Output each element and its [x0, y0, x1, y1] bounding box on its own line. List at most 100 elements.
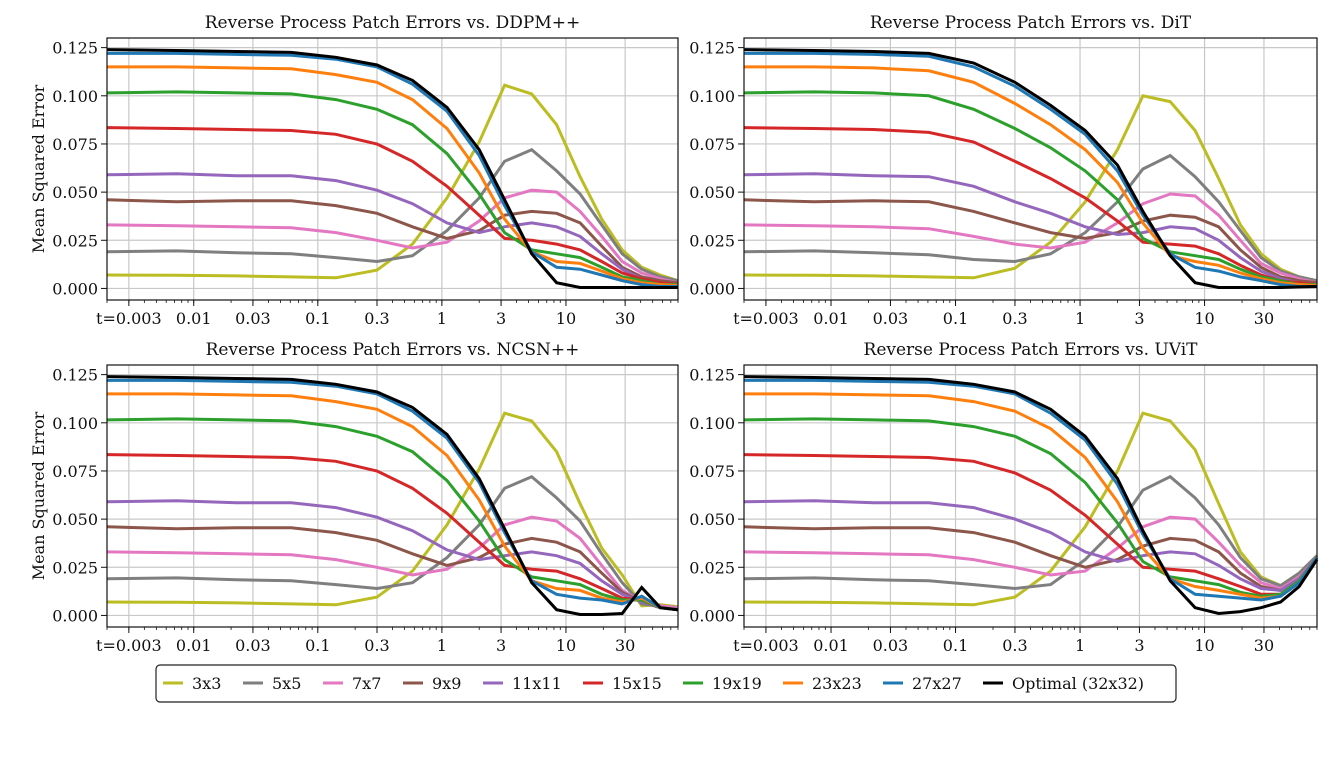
- x-tick-label: 3: [496, 636, 506, 655]
- legend-item: 11x11: [483, 674, 562, 693]
- x-tick-label: 10: [556, 636, 576, 655]
- legend-label: 9x9: [432, 674, 461, 693]
- y-tick-label: 0.025: [689, 231, 735, 250]
- axes-frame: [106, 37, 679, 301]
- y-tick-label: 0.125: [689, 39, 735, 58]
- x-tick-label: 30: [615, 636, 635, 655]
- x-tick-label: 1: [1075, 636, 1085, 655]
- y-axis-label: Mean Squared Error: [29, 411, 48, 580]
- series-line-23x23: [107, 65, 679, 288]
- legend-label: 19x19: [712, 674, 762, 693]
- x-tick-label: 0.1: [943, 636, 968, 655]
- y-tick-label: 0.050: [689, 510, 735, 529]
- legend-item: 15x15: [583, 674, 662, 693]
- y-axis-label: Mean Squared Error: [29, 84, 48, 253]
- x-tick-label: 3: [1134, 309, 1144, 328]
- subplot-title: Reverse Process Patch Errors vs. DiT: [870, 13, 1192, 33]
- legend-label: 23x23: [812, 674, 862, 693]
- x-tick-label: t=0.003: [96, 636, 162, 655]
- y-tick-label: 0.050: [689, 183, 735, 202]
- x-tick-label: 0.3: [364, 309, 389, 328]
- y-tick-label: 0.075: [689, 135, 735, 154]
- x-tick-label: 0.1: [305, 309, 330, 328]
- subplot-title: Reverse Process Patch Errors vs. NCSN++: [206, 340, 580, 360]
- y-tick-label: 0.125: [52, 366, 98, 385]
- legend-label: 5x5: [272, 674, 301, 693]
- axes-frame: [743, 364, 1318, 628]
- y-tick-label: 0.100: [689, 414, 735, 433]
- y-tick-label: 0.125: [689, 366, 735, 385]
- series-line-optimal-32x32-: [743, 375, 1319, 616]
- series-line-5x5: [106, 147, 679, 283]
- series-line-19x19: [743, 417, 1319, 598]
- subplot-title: Reverse Process Patch Errors vs. UViT: [864, 340, 1199, 360]
- x-tick-label: 10: [556, 309, 576, 328]
- x-tick-label: 0.01: [813, 636, 849, 655]
- y-tick-label: 0.050: [52, 183, 98, 202]
- series-line-optimal-32x32-: [106, 375, 679, 616]
- series-line-23x23: [744, 392, 1319, 600]
- series-line-15x15: [106, 126, 679, 287]
- series-line-11x11: [743, 499, 1319, 592]
- series-line-optimal-32x32-: [743, 48, 1318, 289]
- series-line-3x3: [743, 411, 1319, 607]
- legend-item: 23x23: [783, 674, 862, 693]
- series-line-7x7: [106, 188, 679, 285]
- x-tick-label: 0.03: [235, 636, 271, 655]
- y-tick-label: 0.075: [52, 135, 98, 154]
- y-tick-label: 0.075: [52, 462, 98, 481]
- x-tick-label: 0.1: [943, 309, 968, 328]
- legend-item: 19x19: [683, 674, 762, 693]
- legend-item: 5x5: [243, 674, 301, 693]
- subplot-title: Reverse Process Patch Errors vs. DDPM++: [205, 13, 580, 33]
- subplot-4: t=0.003 0.01 0.03 0.1 0.3 1 3 10 30 0.000 0.025 0.0…: [689, 340, 1319, 655]
- series-line-3x3: [106, 411, 679, 609]
- legend-item: 9x9: [403, 674, 461, 693]
- x-tick-label: 0.1: [305, 636, 330, 655]
- y-tick-label: 0.025: [52, 558, 98, 577]
- series-line-27x27: [107, 378, 679, 612]
- x-tick-label: 30: [615, 309, 635, 328]
- x-tick-label: t=0.003: [733, 309, 799, 328]
- legend-label: 11x11: [512, 674, 562, 693]
- axes-frame: [743, 37, 1318, 301]
- series-line-9x9: [743, 525, 1319, 592]
- x-tick-label: 3: [1134, 636, 1144, 655]
- series-line-27x27: [744, 378, 1319, 602]
- series-line-3x3: [106, 83, 679, 283]
- series-line-11x11: [106, 499, 679, 612]
- subplot-2: t=0.003 0.01 0.03 0.1 0.3 1 3 10 30 0.000 0.025 0.0…: [689, 13, 1318, 328]
- x-tick-label: 10: [1194, 636, 1214, 655]
- x-tick-label: 0.01: [813, 309, 849, 328]
- series-line-9x9: [743, 198, 1318, 285]
- series-line-27x27: [744, 51, 1317, 288]
- x-tick-label: 0.3: [364, 636, 389, 655]
- legend-item: 27x27: [883, 674, 962, 693]
- x-tick-label: 1: [437, 309, 447, 328]
- series-line-9x9: [106, 525, 679, 612]
- legend-item: 7x7: [323, 674, 381, 693]
- x-tick-label: 3: [496, 309, 506, 328]
- x-tick-label: t=0.003: [96, 309, 162, 328]
- x-tick-label: 1: [1075, 309, 1085, 328]
- y-tick-label: 0.000: [689, 606, 735, 625]
- y-tick-label: 0.000: [52, 606, 98, 625]
- y-tick-label: 0.000: [689, 279, 735, 298]
- y-tick-label: 0.075: [689, 462, 735, 481]
- series-line-11x11: [106, 172, 679, 287]
- series-line-27x27: [107, 51, 678, 288]
- x-tick-label: 0.01: [176, 309, 212, 328]
- x-tick-label: 0.3: [1002, 309, 1027, 328]
- x-tick-label: 30: [1254, 636, 1274, 655]
- series-line-7x7: [743, 515, 1319, 591]
- legend-item: Optimal (32x32): [983, 674, 1144, 693]
- series-line-19x19: [743, 90, 1317, 287]
- series-line-19x19: [106, 417, 679, 612]
- y-tick-label: 0.025: [52, 231, 98, 250]
- series-line-15x15: [743, 126, 1318, 287]
- legend-label: 15x15: [612, 674, 662, 693]
- series-line-optimal-32x32-: [106, 48, 678, 289]
- y-tick-label: 0.100: [689, 87, 735, 106]
- series-line-9x9: [106, 198, 679, 285]
